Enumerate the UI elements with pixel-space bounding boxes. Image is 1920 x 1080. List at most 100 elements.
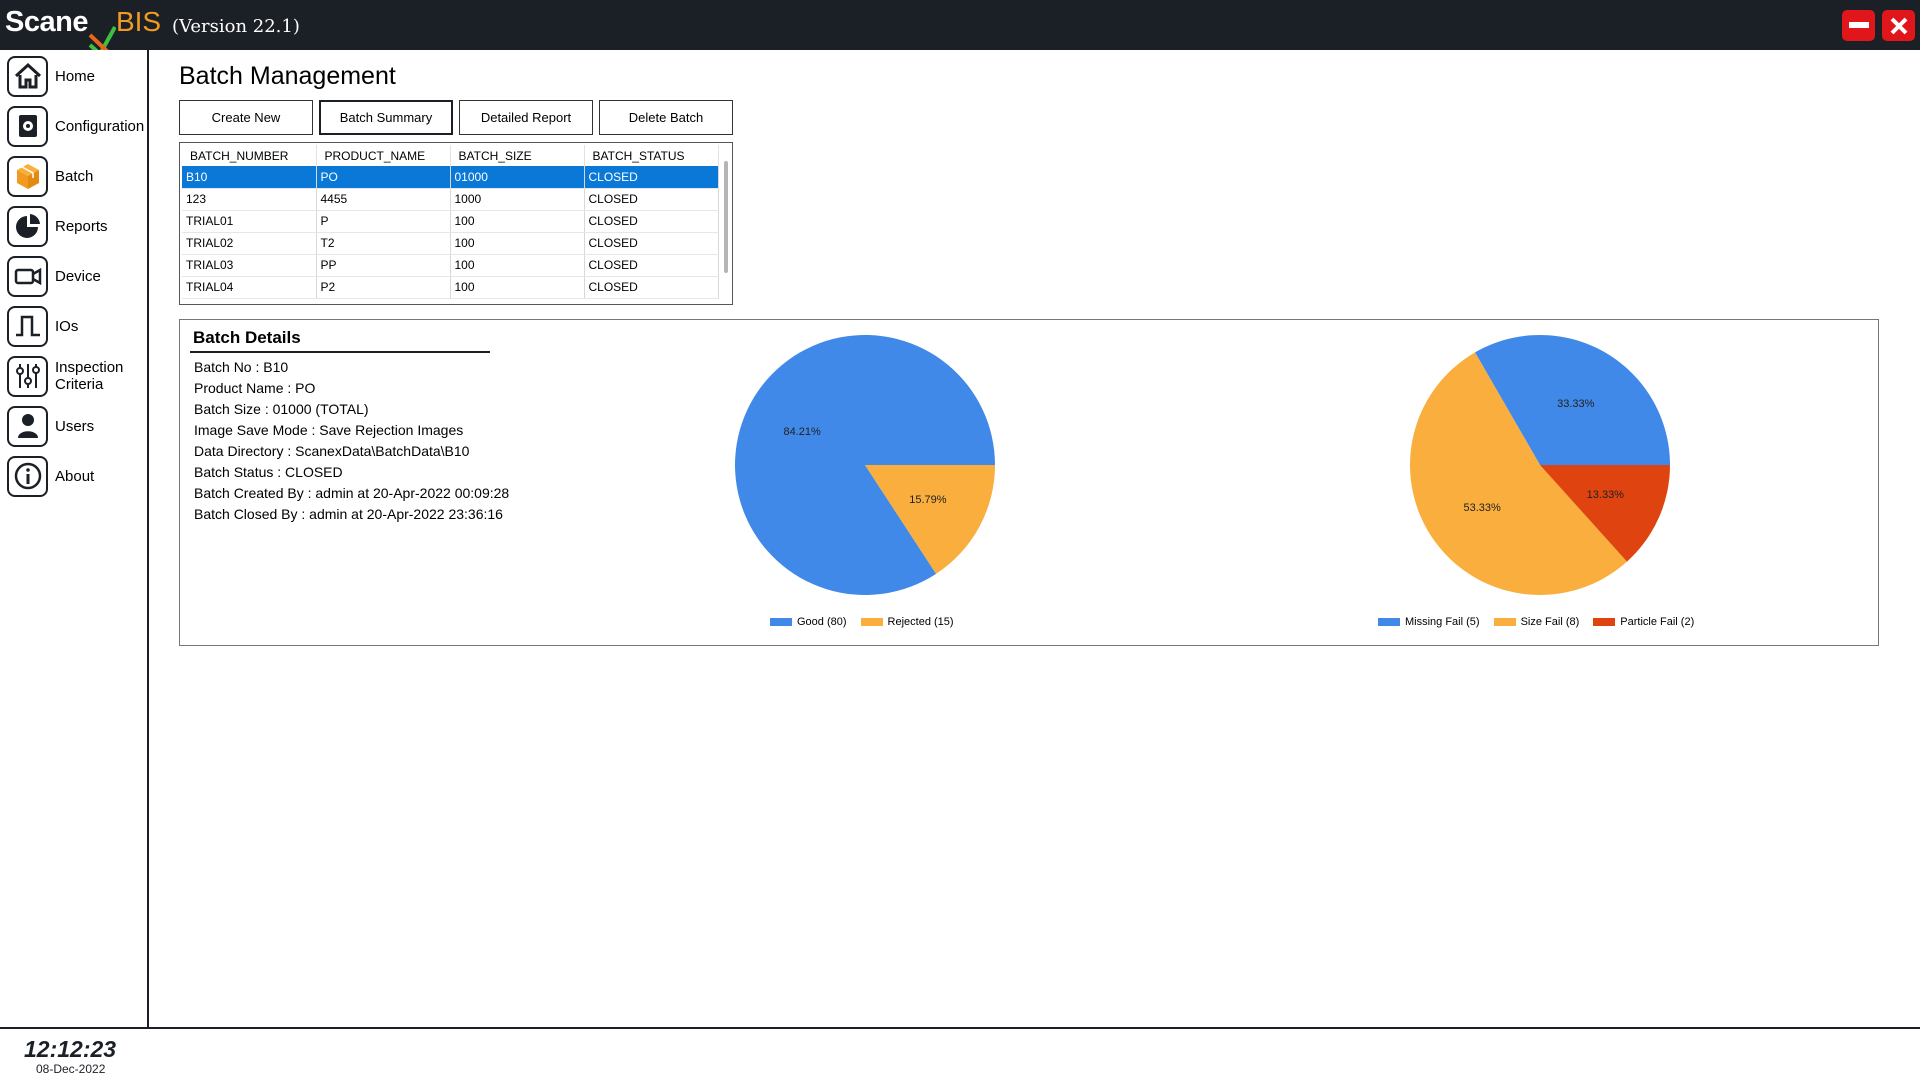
app-logo: Scane BIS: [5, 6, 162, 55]
table-cell: P2: [316, 276, 451, 299]
legend-label: Size Fail (8): [1520, 616, 1580, 628]
brand-sub: BIS: [115, 6, 162, 37]
table-cell: PP: [316, 254, 451, 277]
table-cell: T2: [316, 232, 451, 255]
detail-batch-status: Batch Status : CLOSED: [194, 464, 343, 480]
sidebar-item-label: About: [55, 467, 95, 485]
grid-scrollbar[interactable]: [724, 161, 728, 273]
footer-divider: [0, 1027, 1920, 1029]
table-cell: 100: [450, 232, 585, 255]
signal-icon: [7, 305, 48, 347]
page-title: Batch Management: [179, 62, 396, 90]
sidebar-item-about[interactable]: About: [7, 454, 147, 498]
sidebar-item-home[interactable]: Home: [7, 54, 147, 98]
table-row[interactable]: TRIAL03 PP 100 CLOSED: [182, 254, 719, 277]
configuration-icon: [7, 105, 48, 147]
legend-label: Particle Fail (2): [1620, 616, 1695, 628]
clock-date: 08-Dec-2022: [36, 1062, 106, 1076]
table-cell: 123: [182, 188, 317, 211]
table-cell: CLOSED: [584, 254, 719, 277]
sliders-icon: [7, 355, 48, 397]
pie-slice-label: 15.79%: [909, 494, 947, 506]
home-icon: [7, 55, 48, 97]
delete-batch-button[interactable]: Delete Batch: [599, 100, 733, 135]
sidebar-item-configuration[interactable]: Configuration: [7, 104, 147, 148]
legend-label: Good (80): [797, 616, 847, 628]
batch-grid: BATCH_NUMBER PRODUCT_NAME BATCH_SIZE BAT…: [179, 142, 733, 305]
sidebar-item-label: Home: [55, 67, 96, 85]
chart-legend-0: Good (80) Rejected (15): [770, 616, 968, 628]
table-row[interactable]: TRIAL04 P2 100 CLOSED: [182, 276, 719, 299]
sidebar-item-inspection-criteria[interactable]: Inspection Criteria: [7, 354, 147, 398]
minimize-button[interactable]: [1842, 10, 1875, 41]
pie-slice-label: 84.21%: [783, 426, 821, 438]
table-cell: TRIAL04: [182, 276, 317, 299]
legend-label: Rejected (15): [887, 616, 954, 628]
legend-item: Good (80): [770, 616, 847, 628]
table-row[interactable]: B10 PO 01000 CLOSED: [182, 166, 719, 189]
table-row[interactable]: 123 4455 1000 CLOSED: [182, 188, 719, 211]
batch-summary-button[interactable]: Batch Summary: [319, 100, 453, 135]
table-cell: CLOSED: [584, 166, 719, 189]
clock-time: 12:12:23: [24, 1036, 117, 1062]
legend-item: Rejected (15): [860, 616, 954, 628]
table-cell: PO: [316, 166, 451, 189]
sidebar-item-users[interactable]: Users: [7, 404, 147, 448]
table-cell: 1000: [450, 188, 585, 211]
app-version: (Version 22.1): [172, 16, 300, 37]
table-cell: CLOSED: [584, 232, 719, 255]
pie-slice: [735, 335, 995, 595]
close-button[interactable]: [1882, 10, 1915, 41]
create-new-button[interactable]: Create New: [179, 100, 313, 135]
legend-swatch: [860, 618, 883, 626]
table-cell: 100: [450, 210, 585, 233]
table-cell: CLOSED: [584, 210, 719, 233]
batch-details-underline: [190, 351, 490, 353]
table-cell: 100: [450, 276, 585, 299]
table-row[interactable]: TRIAL01 P 100 CLOSED: [182, 210, 719, 233]
close-icon: [1890, 17, 1907, 34]
detail-data-directory: Data Directory : ScanexData\BatchData\B1…: [194, 443, 470, 459]
detail-batch-size: Batch Size : 01000 (TOTAL): [194, 401, 369, 417]
pie-slice: [1475, 335, 1670, 465]
table-cell: CLOSED: [584, 276, 719, 299]
box-icon: [7, 155, 48, 197]
detail-image-save-mode: Image Save Mode : Save Rejection Images: [194, 422, 464, 438]
legend-item: Particle Fail (2): [1593, 616, 1694, 628]
legend-swatch: [1593, 618, 1616, 626]
table-header-row: BATCH_NUMBER PRODUCT_NAME BATCH_SIZE BAT…: [182, 145, 719, 166]
sidebar-item-label: Inspection Criteria: [55, 359, 124, 393]
sidebar-item-device[interactable]: Device: [7, 254, 147, 298]
table-cell: CLOSED: [584, 188, 719, 211]
sidebar-item-batch[interactable]: Batch: [7, 154, 147, 198]
sidebar-item-label: Batch: [55, 167, 94, 185]
table-cell: 100: [450, 254, 585, 277]
pie-slice-label: 13.33%: [1587, 489, 1625, 501]
sidebar-item-label: Device: [55, 267, 101, 285]
user-icon: [7, 405, 48, 447]
table-cell: TRIAL01: [182, 210, 317, 233]
camera-icon: [7, 255, 48, 297]
detailed-report-button[interactable]: Detailed Report: [459, 100, 593, 135]
column-header[interactable]: BATCH_STATUS: [584, 145, 719, 166]
column-header[interactable]: PRODUCT_NAME: [316, 145, 451, 166]
sidebar-item-reports[interactable]: Reports: [7, 204, 147, 248]
batch-details-title: Batch Details: [193, 328, 301, 347]
table-cell: 01000: [450, 166, 585, 189]
sidebar-item-label: Reports: [55, 217, 108, 235]
sidebar: Home Configuration Batch Reports Device …: [0, 50, 149, 1027]
legend-label: Missing Fail (5): [1405, 616, 1480, 628]
info-icon: [7, 455, 48, 497]
table-cell: B10: [182, 166, 317, 189]
sidebar-item-ios[interactable]: IOs: [7, 304, 147, 348]
pie-slice: [1410, 352, 1627, 595]
column-header[interactable]: BATCH_NUMBER: [182, 145, 317, 166]
legend-item: Missing Fail (5): [1378, 616, 1480, 628]
sidebar-item-label: IOs: [55, 317, 79, 335]
detail-closed-by: Batch Closed By : admin at 20-Apr-2022 2…: [194, 506, 503, 522]
legend-swatch: [1378, 618, 1400, 626]
table-cell: TRIAL03: [182, 254, 317, 277]
sidebar-item-label: Configuration: [55, 117, 145, 135]
table-row[interactable]: TRIAL02 T2 100 CLOSED: [182, 232, 719, 255]
column-header[interactable]: BATCH_SIZE: [450, 145, 585, 166]
